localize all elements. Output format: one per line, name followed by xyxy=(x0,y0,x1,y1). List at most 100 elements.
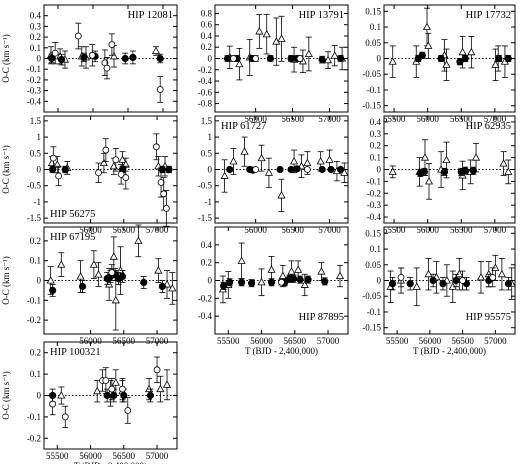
filled-circle-point xyxy=(158,282,166,291)
x-tick-label: 56500 xyxy=(281,225,304,235)
x-tick-label: 55500 xyxy=(217,336,240,346)
triangle-point xyxy=(499,159,508,167)
y-tick-label: 0.2 xyxy=(201,42,212,52)
filled-circle-point xyxy=(304,276,312,284)
y-tick-label: -0.2 xyxy=(27,315,41,325)
data-points xyxy=(47,133,173,227)
filled-circle-point xyxy=(461,167,469,175)
y-tick-label: 0.5 xyxy=(201,148,213,158)
triangle-point xyxy=(388,167,397,175)
triangle-point xyxy=(235,59,244,68)
filled-circle-point xyxy=(61,165,69,174)
open-circle-point xyxy=(122,174,130,182)
triangle-point xyxy=(504,167,513,175)
filled-circle-point xyxy=(437,54,445,63)
filled-circle-point xyxy=(146,391,154,400)
triangle-point xyxy=(467,47,476,56)
triangle-point xyxy=(111,378,120,386)
y-tick-label: 0.2 xyxy=(30,348,41,358)
x-tick-label: 56000 xyxy=(79,336,102,346)
filled-circle-point xyxy=(110,391,118,400)
triangle-point xyxy=(118,155,127,163)
filled-circle-point xyxy=(420,168,428,176)
y-tick-label: 0 xyxy=(377,54,382,64)
filled-circle-point xyxy=(452,276,460,285)
x-tick-label: 56000 xyxy=(244,225,267,235)
y-tick-label: -0.2 xyxy=(198,65,212,75)
y-tick-label: 0 xyxy=(208,165,213,175)
triangle-point xyxy=(289,156,299,165)
y-tick-label: 0 xyxy=(208,54,213,64)
y-tick-label: -0.1 xyxy=(367,307,381,317)
y-tick-label: -1 xyxy=(34,197,42,207)
triangle-point xyxy=(237,256,246,264)
y-tick-label: 0.1 xyxy=(30,43,41,53)
triangle-point xyxy=(424,269,433,278)
x-tick-label: 55500 xyxy=(383,225,406,235)
x-tick-label: 56500 xyxy=(284,336,307,346)
open-circle-point xyxy=(49,154,57,162)
y-tick-label: 0 xyxy=(37,276,42,286)
panel-label: HIP 67195 xyxy=(50,232,95,243)
triangle-point xyxy=(300,280,309,288)
panel-label: HIP 61727 xyxy=(221,121,266,132)
filled-circle-point xyxy=(321,277,329,285)
filled-circle-point xyxy=(495,54,503,63)
triangle-point xyxy=(304,49,313,57)
panel-label: HIP 100321 xyxy=(50,347,101,358)
y-tick-label: -0.5 xyxy=(198,181,213,191)
y-tick-label: -0.2 xyxy=(27,433,41,443)
triangle-point xyxy=(109,252,118,260)
filled-circle-point xyxy=(504,54,512,63)
y-tick-label: 1 xyxy=(37,132,42,142)
y-tick-label: 1 xyxy=(208,132,213,142)
panel-frame xyxy=(383,115,516,224)
y-tick-label: -0.1 xyxy=(367,176,381,186)
y-tick-label: -0.15 xyxy=(362,323,381,333)
filled-circle-point xyxy=(429,276,437,285)
triangle-point xyxy=(89,260,98,268)
open-circle-point xyxy=(124,407,132,414)
x-tick-label: 57000 xyxy=(318,225,341,235)
open-circle-point xyxy=(152,143,160,151)
y-tick-label: 0.3 xyxy=(30,21,42,31)
x-tick-label: 56500 xyxy=(113,336,136,346)
open-circle-point xyxy=(119,385,126,393)
filled-circle-point xyxy=(461,54,469,63)
panel-label: HIP 62935 xyxy=(466,121,511,132)
data-points xyxy=(388,7,512,81)
filled-circle-point xyxy=(504,280,513,288)
y-tick-label: -1.5 xyxy=(198,213,213,223)
data-points xyxy=(220,136,349,213)
y-tick-label: 0.15 xyxy=(365,6,381,16)
panel-hip-67195: -0.2 -0.1 0 0.1 0.2 56000 56500 57000 HIP 67195 O… xyxy=(1,224,178,346)
triangle-point xyxy=(455,269,464,278)
y-tick-label: 0.2 xyxy=(370,141,381,151)
y-tick-label: 0.5 xyxy=(30,148,42,158)
y-tick-label: 0.3 xyxy=(370,129,382,139)
y-tick-label: -0.15 xyxy=(362,101,381,111)
filled-circle-point xyxy=(247,279,256,287)
y-tick-label: 0.1 xyxy=(30,369,41,379)
open-circle-point xyxy=(459,277,467,284)
filled-circle-point xyxy=(78,282,87,291)
triangle-point xyxy=(323,55,333,64)
y-tick-label: 0 xyxy=(208,276,213,286)
y-tick-label: 0.05 xyxy=(365,260,381,270)
open-circle-point xyxy=(102,146,110,154)
y-tick-label: -0.05 xyxy=(362,69,381,79)
panel-hip-12081: -0.4-0.3-0.2-0.100.10.20.30.4 HIP 12081 O-… xyxy=(1,4,178,113)
filled-circle-point xyxy=(287,165,295,174)
data-points xyxy=(388,139,513,200)
open-circle-point xyxy=(74,32,82,40)
triangle-point xyxy=(255,27,264,35)
y-tick-label: -0.6 xyxy=(198,87,213,97)
y-tick-label: -0.1 xyxy=(27,295,41,305)
triangle-point xyxy=(497,269,506,278)
y-tick-label: 0.4 xyxy=(201,240,213,250)
filled-circle-point xyxy=(276,165,284,174)
open-circle-point xyxy=(112,156,120,164)
triangle-point xyxy=(257,153,266,162)
x-tick-label: 57000 xyxy=(317,336,340,346)
